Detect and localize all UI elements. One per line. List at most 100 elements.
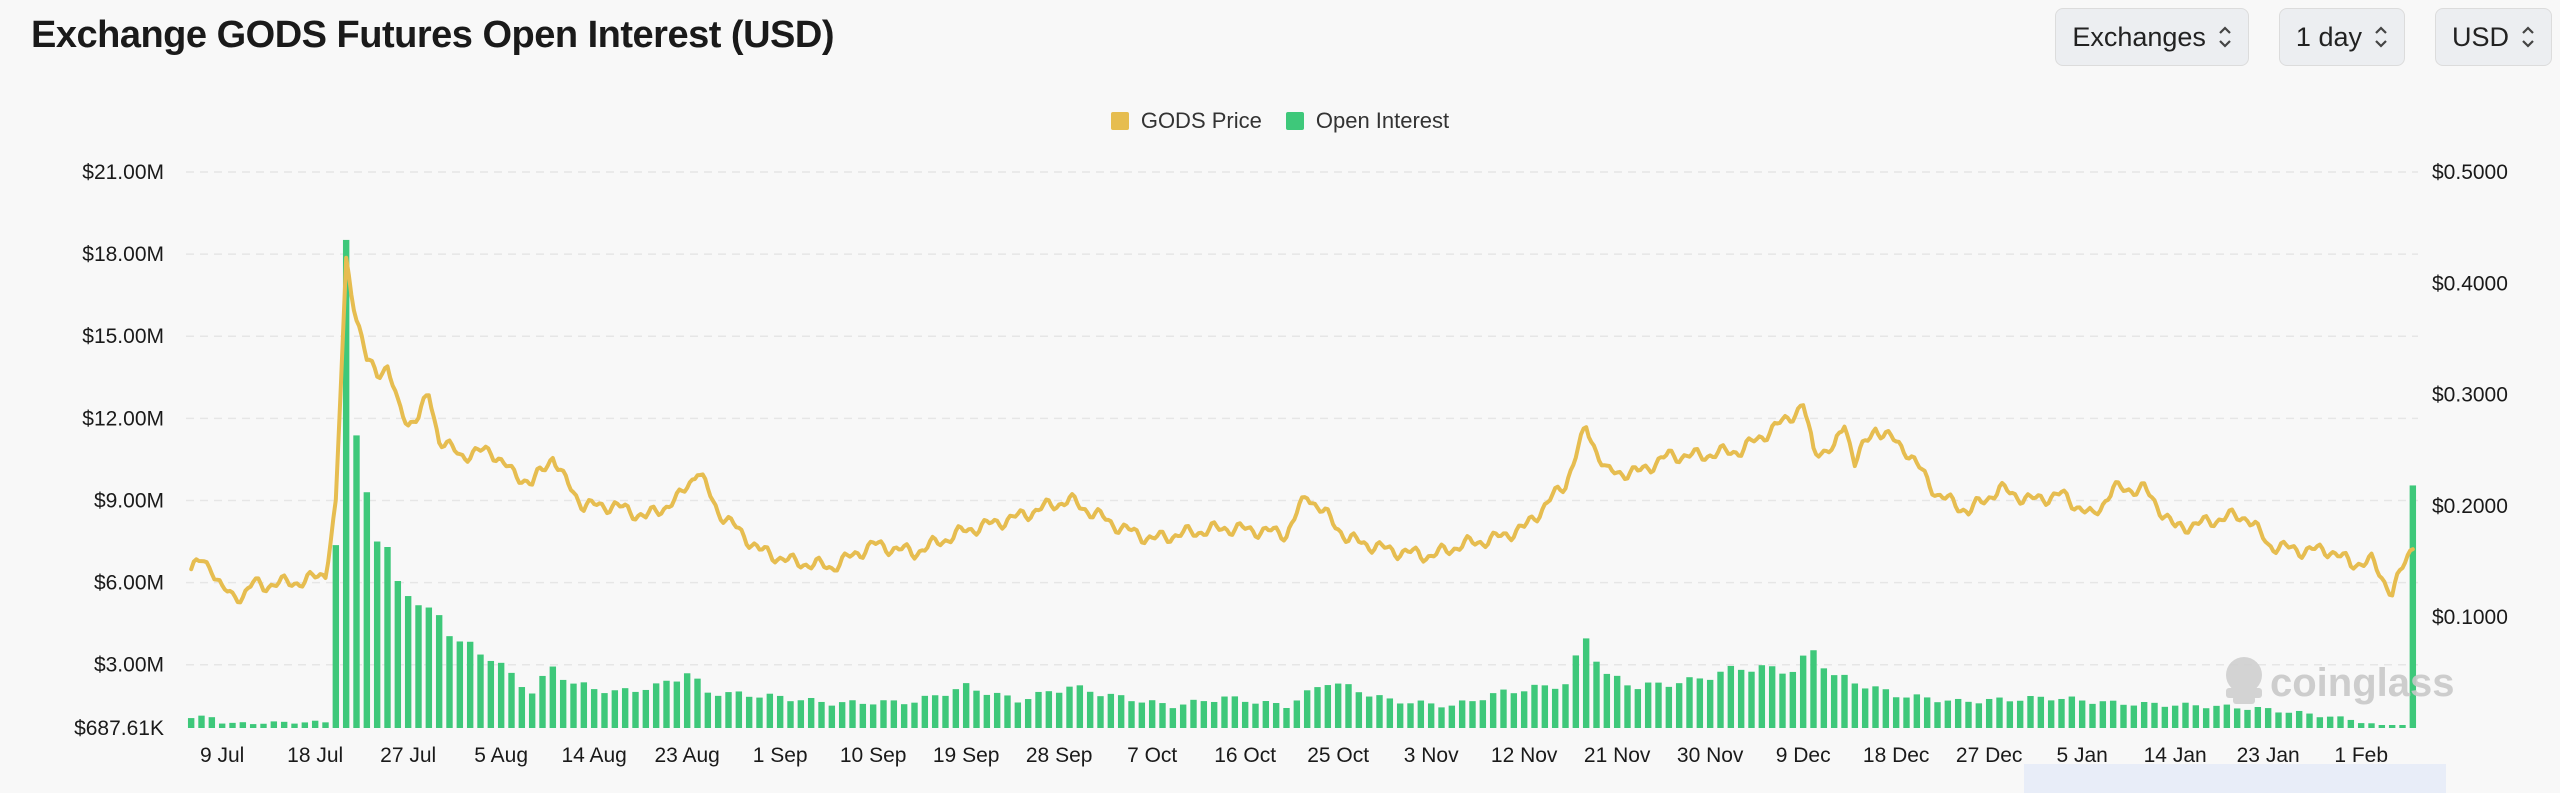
oi-bar — [508, 672, 515, 728]
oi-bar — [404, 596, 412, 728]
oi-bar — [497, 662, 505, 728]
oi-bar — [2409, 485, 2417, 728]
oi-bar — [1810, 650, 1817, 728]
oi-bar — [828, 705, 836, 728]
oi-bar — [1841, 674, 1848, 728]
oi-bar — [1314, 687, 1321, 728]
oi-bar — [1458, 700, 1466, 728]
oi-bar — [1727, 665, 1735, 728]
oi-bar — [1427, 703, 1435, 728]
currency-select[interactable]: USD — [2434, 8, 2552, 66]
coinglass-watermark: coinglass — [2226, 657, 2455, 705]
oi-bar — [2285, 712, 2293, 728]
left-axis-tick: $18.00M — [82, 243, 164, 266]
x-axis-tick: 23 Aug — [654, 744, 719, 767]
x-axis-tick: 1 Feb — [2334, 744, 2388, 767]
x-axis-tick: 14 Jan — [2144, 744, 2207, 767]
exchanges-select[interactable]: Exchanges — [2055, 8, 2249, 66]
legend-label-price: GODS Price — [1140, 108, 1262, 133]
oi-bar — [1014, 702, 1022, 728]
oi-bar — [1582, 638, 1590, 728]
oi-bar — [1882, 689, 1890, 728]
x-axis-tick: 1 Sep — [753, 744, 808, 767]
oi-bar — [1954, 698, 1962, 728]
oi-bar — [1861, 688, 1869, 728]
x-axis-tick: 25 Oct — [1307, 744, 1369, 767]
oi-bar — [1603, 673, 1611, 728]
oi-bar — [1004, 695, 1011, 728]
oi-bar — [1934, 702, 1941, 728]
oi-bar — [2089, 703, 2096, 728]
price-line — [189, 255, 2415, 605]
oi-bar — [1489, 693, 1497, 728]
oi-bar — [249, 724, 257, 728]
oi-bar — [1066, 686, 1073, 728]
x-axis-tick: 10 Sep — [840, 744, 907, 767]
oi-bar — [869, 704, 877, 728]
oi-bar — [198, 715, 205, 728]
x-axis-tick: 5 Aug — [474, 744, 528, 767]
oi-bar — [322, 722, 329, 728]
oi-bar — [1241, 701, 1249, 728]
oi-bar — [353, 435, 360, 728]
oi-bar — [1965, 701, 1972, 728]
right-axis-ticks: $0.1000 $0.2000 $0.3000 $0.4000 $0.5000 — [2432, 161, 2508, 629]
oi-bar — [1148, 700, 1156, 728]
oi-bar — [332, 545, 340, 728]
coinglass-logo-icon — [2226, 657, 2262, 704]
oi-bar — [2244, 709, 2251, 728]
oi-bar — [456, 641, 464, 728]
oi-bar — [1624, 685, 1631, 728]
oi-bar — [663, 680, 670, 728]
oi-bar — [1407, 703, 1414, 728]
oi-bar — [2130, 705, 2138, 728]
oi-bar — [2161, 706, 2169, 728]
x-axis-tick: 18 Jul — [287, 744, 343, 767]
oi-bar — [1758, 665, 1766, 728]
oi-bar — [590, 689, 598, 728]
oi-bar — [1262, 701, 1270, 728]
oi-bar — [1872, 686, 1879, 728]
oi-bar — [1541, 685, 1549, 728]
chevron-up-down-icon — [2521, 24, 2535, 50]
oi-bar — [1717, 671, 1724, 728]
right-axis-tick: $0.5000 — [2432, 161, 2508, 184]
interval-select-label: 1 day — [2295, 21, 2362, 52]
oi-bar — [363, 492, 371, 728]
legend-item-price[interactable]: GODS Price — [1110, 108, 1262, 134]
oi-bar — [1293, 700, 1301, 728]
oi-bar — [487, 660, 495, 728]
right-axis-tick: $0.4000 — [2432, 272, 2508, 295]
interval-select[interactable]: 1 day — [2278, 8, 2405, 66]
left-axis-tick: $3.00M — [94, 654, 164, 677]
chart-legend: GODS Price Open Interest — [0, 108, 2560, 134]
oi-bar — [539, 675, 546, 728]
oi-bar — [280, 721, 288, 728]
oi-bar — [1345, 684, 1352, 728]
oi-bar — [1510, 693, 1518, 728]
oi-bar — [2192, 705, 2200, 728]
oi-bar — [2016, 700, 2024, 728]
legend-item-open-interest[interactable]: Open Interest — [1285, 108, 1449, 134]
oi-bar — [2109, 700, 2117, 728]
oi-bar — [1634, 689, 1642, 728]
oi-bar — [1231, 696, 1239, 728]
x-axis-tick: 14 Aug — [561, 744, 626, 767]
oi-bar — [394, 581, 402, 728]
x-axis-ticks: 9 Jul 18 Jul 27 Jul 5 Aug 14 Aug 23 Aug 1 Sep 1… — [200, 744, 2388, 767]
oi-bar — [1644, 682, 1652, 728]
crosshair-date-label — [2024, 764, 2446, 793]
oi-bar — [549, 666, 557, 728]
oi-bar — [931, 695, 939, 728]
oi-bar — [838, 702, 846, 728]
oi-bar — [859, 703, 867, 728]
oi-bar — [1975, 703, 1983, 728]
oi-bar — [818, 701, 825, 728]
currency-select-label: USD — [2451, 21, 2509, 52]
oi-bar — [2357, 723, 2365, 728]
oi-bar — [1799, 655, 1807, 728]
oi-bar — [1107, 693, 1115, 728]
oi-bar — [1851, 683, 1859, 728]
oi-bar — [1768, 666, 1776, 728]
